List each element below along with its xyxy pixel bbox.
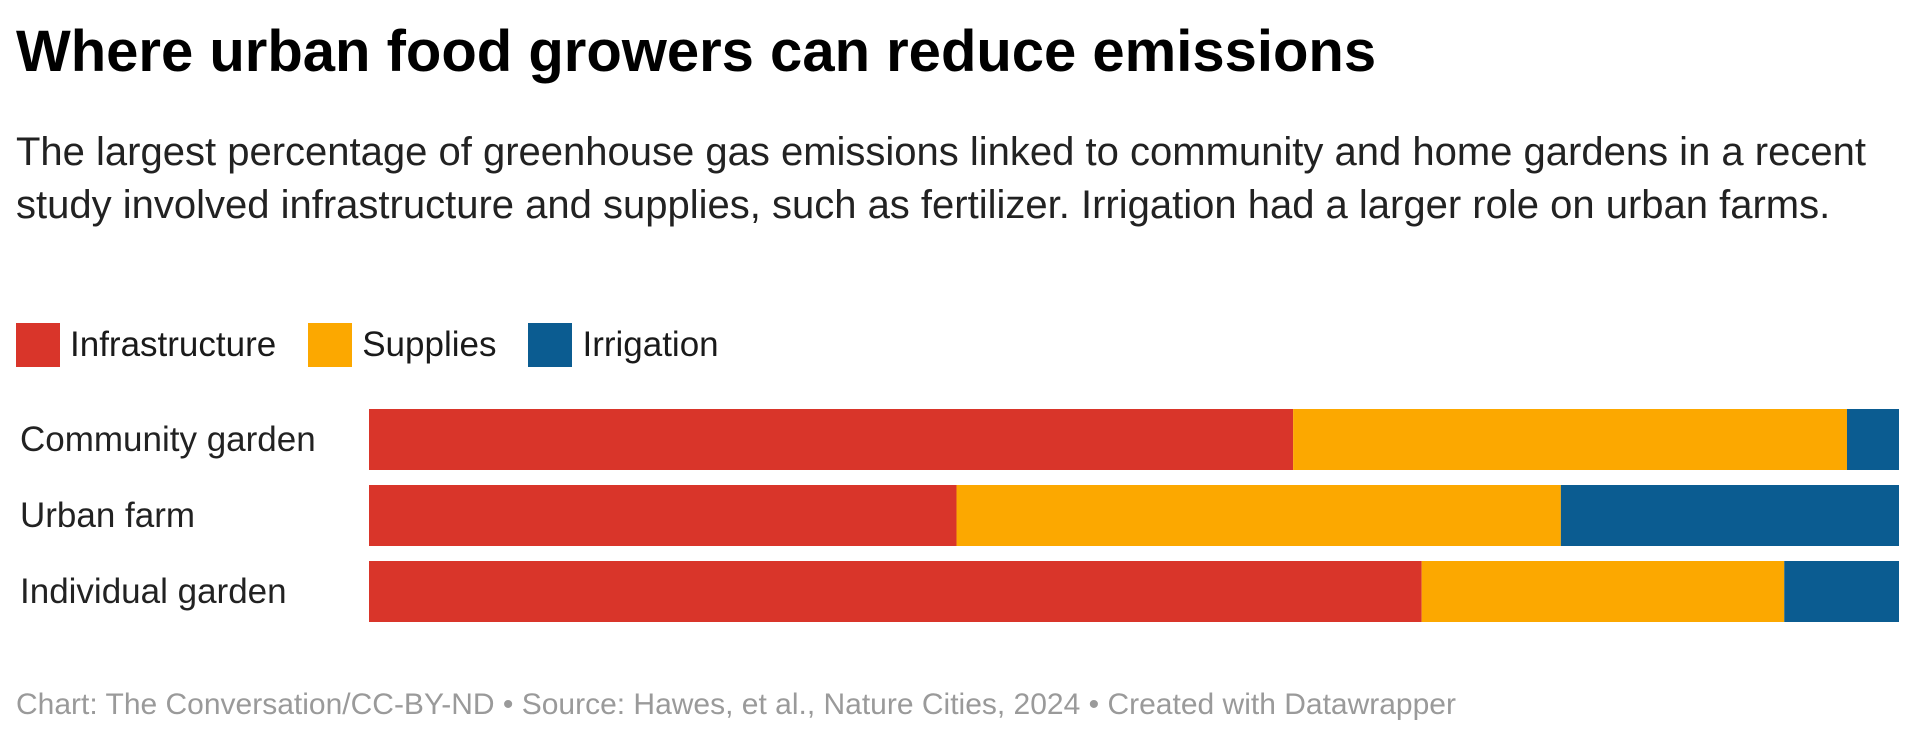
legend-label: Irrigation <box>582 325 719 364</box>
bar-segment <box>1293 409 1847 470</box>
bar-segment <box>956 485 1561 546</box>
bar-segment <box>369 409 1294 470</box>
bar-segment <box>1784 561 1899 622</box>
category-label: Community garden <box>20 420 316 459</box>
legend-swatch <box>308 323 353 367</box>
chart-title: Where urban food growers can reduce emis… <box>16 19 1377 84</box>
legend: Infrastructure Supplies Irrigation <box>16 322 751 368</box>
legend-label: Supplies <box>362 325 497 364</box>
bar-segment <box>1560 485 1899 546</box>
legend-swatch <box>528 323 573 367</box>
legend-item: Infrastructure <box>16 323 276 367</box>
chart-subtitle: The largest percentage of greenhouse gas… <box>16 130 1866 227</box>
legend-item: Irrigation <box>528 323 719 367</box>
bar-segment <box>369 561 1422 622</box>
bar-segment <box>1846 409 1899 470</box>
bar-segment <box>369 485 957 546</box>
legend-swatch <box>16 323 60 367</box>
legend-label: Infrastructure <box>70 325 277 364</box>
legend-item: Supplies <box>308 323 496 367</box>
bar-segment <box>1421 561 1785 622</box>
category-label: Individual garden <box>20 572 287 611</box>
chart: Community garden Urban farm Individual gar… <box>20 409 1899 622</box>
chart-footer: Chart: The Conversation/CC-BY-ND • Sourc… <box>16 688 1456 721</box>
category-label: Urban farm <box>20 496 195 535</box>
